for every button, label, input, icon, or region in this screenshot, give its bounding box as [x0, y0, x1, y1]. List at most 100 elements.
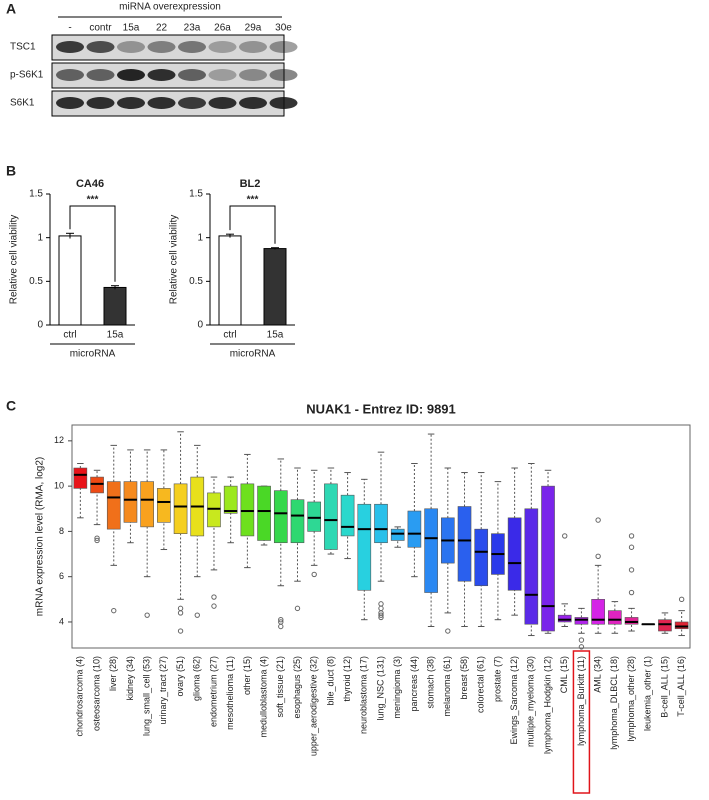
x-tick-label: kidney (34): [125, 656, 135, 701]
x-axis-label: microRNA: [230, 349, 276, 360]
y-tick-label: 1.5: [29, 189, 43, 200]
x-tick-label: chondrosarcoma (4): [75, 656, 85, 737]
box: [524, 508, 539, 625]
x-tick-label: urinary_tract (27): [158, 656, 168, 725]
bar: [58, 235, 82, 326]
significance: ***: [247, 195, 259, 206]
outlier: [144, 612, 150, 618]
x-tick-label: liver (28): [108, 656, 118, 691]
bar: [218, 235, 242, 326]
x-tick-label: upper_aerodigestive (32): [309, 656, 319, 756]
blot-band: [208, 97, 237, 109]
x-tick-label: esophagus (25): [292, 656, 302, 719]
box: [407, 510, 422, 548]
y-tick-label: 4: [59, 616, 64, 626]
x-tick-label: lymphoma_other (28): [626, 656, 636, 742]
x-tick-label: breast (58): [459, 656, 469, 700]
outlier: [211, 594, 217, 600]
box: [324, 483, 338, 550]
x-tick-label: stomach (38): [425, 656, 435, 709]
lane-label: contr: [89, 23, 112, 34]
outlier: [94, 535, 100, 541]
blot-band: [56, 97, 84, 109]
lane-label: 30e: [275, 23, 292, 34]
x-tick-label: AML (34): [593, 656, 603, 693]
x-tick-label: 15a: [107, 330, 124, 341]
box: [591, 599, 605, 625]
outlier: [628, 533, 635, 539]
x-tick-label: lymphoma_DLBCL (18): [609, 656, 619, 750]
box: [90, 476, 104, 494]
x-tick-label: leukemia_other (1): [643, 656, 653, 731]
blot-band: [147, 97, 176, 109]
x-tick-label: osteosarcoma (10): [91, 656, 101, 731]
x-tick-label: prostate (7): [492, 656, 502, 702]
x-tick-label: soft_tissue (21): [275, 656, 285, 718]
blot-band: [86, 41, 115, 53]
x-tick-label: lymphoma_Hodgkin (12): [542, 656, 552, 754]
y-tick-label: 1: [37, 232, 43, 243]
box: [424, 508, 438, 593]
lane-label: 29a: [245, 23, 262, 34]
blot-band: [208, 69, 237, 81]
lane-label: 22: [156, 23, 168, 34]
box: [290, 499, 305, 544]
outlier: [278, 623, 284, 630]
y-tick-label: 0.5: [189, 276, 203, 287]
outlier: [578, 637, 585, 643]
outlier: [595, 517, 601, 523]
box: [273, 490, 288, 544]
box: [357, 503, 372, 591]
box: [541, 485, 555, 632]
blot-band: [239, 97, 267, 109]
outlier: [378, 612, 384, 618]
outlier: [562, 533, 568, 539]
x-tick-label: T-cell_ALL (16): [676, 656, 686, 717]
x-tick-label: ctrl: [63, 330, 76, 341]
outlier: [94, 537, 100, 544]
y-tick-label: 0: [197, 320, 203, 331]
highlight-box: [572, 650, 591, 794]
box: [257, 485, 271, 541]
lane-label: 15a: [123, 23, 140, 34]
panel-label: C: [6, 398, 16, 414]
blot-band: [86, 69, 115, 81]
significance: ***: [87, 195, 99, 206]
box: [106, 481, 121, 530]
x-tick-label: ctrl: [223, 330, 236, 341]
x-tick-label: B-cell_ALL (15): [659, 656, 669, 718]
y-tick-label: 8: [59, 526, 64, 536]
box: [557, 614, 572, 623]
y-tick-label: 0: [37, 320, 43, 331]
blot-band: [117, 69, 145, 81]
blot-band: [208, 41, 237, 53]
bar: [103, 286, 127, 326]
outlier: [378, 614, 384, 621]
x-tick-label: Ewings_Sarcoma (12): [509, 656, 519, 745]
y-tick-label: 0.5: [29, 276, 43, 287]
significance-bracket: [69, 205, 116, 282]
box: [173, 483, 188, 534]
box: [507, 517, 522, 591]
outlier: [177, 605, 184, 612]
outlier: [578, 644, 585, 650]
x-tick-label: meningioma (3): [392, 656, 402, 719]
outlier: [311, 571, 317, 578]
x-tick-label: CML (15): [559, 656, 569, 693]
plot-frame: [71, 424, 691, 649]
outlier: [678, 596, 685, 603]
box: [123, 481, 138, 523]
outlier: [445, 628, 451, 634]
box: [73, 467, 88, 489]
x-tick-label: thyroid (12): [342, 656, 352, 702]
outlier: [177, 610, 184, 616]
lane-label: 23a: [184, 23, 201, 34]
x-tick-label: other (15): [242, 656, 252, 695]
box: [157, 488, 171, 523]
x-tick-label: neuroblastoma (17): [359, 656, 369, 734]
x-tick-label: glioma (62): [192, 656, 202, 701]
blot-band: [56, 69, 84, 81]
box: [608, 610, 622, 625]
blot-band: [269, 69, 298, 81]
